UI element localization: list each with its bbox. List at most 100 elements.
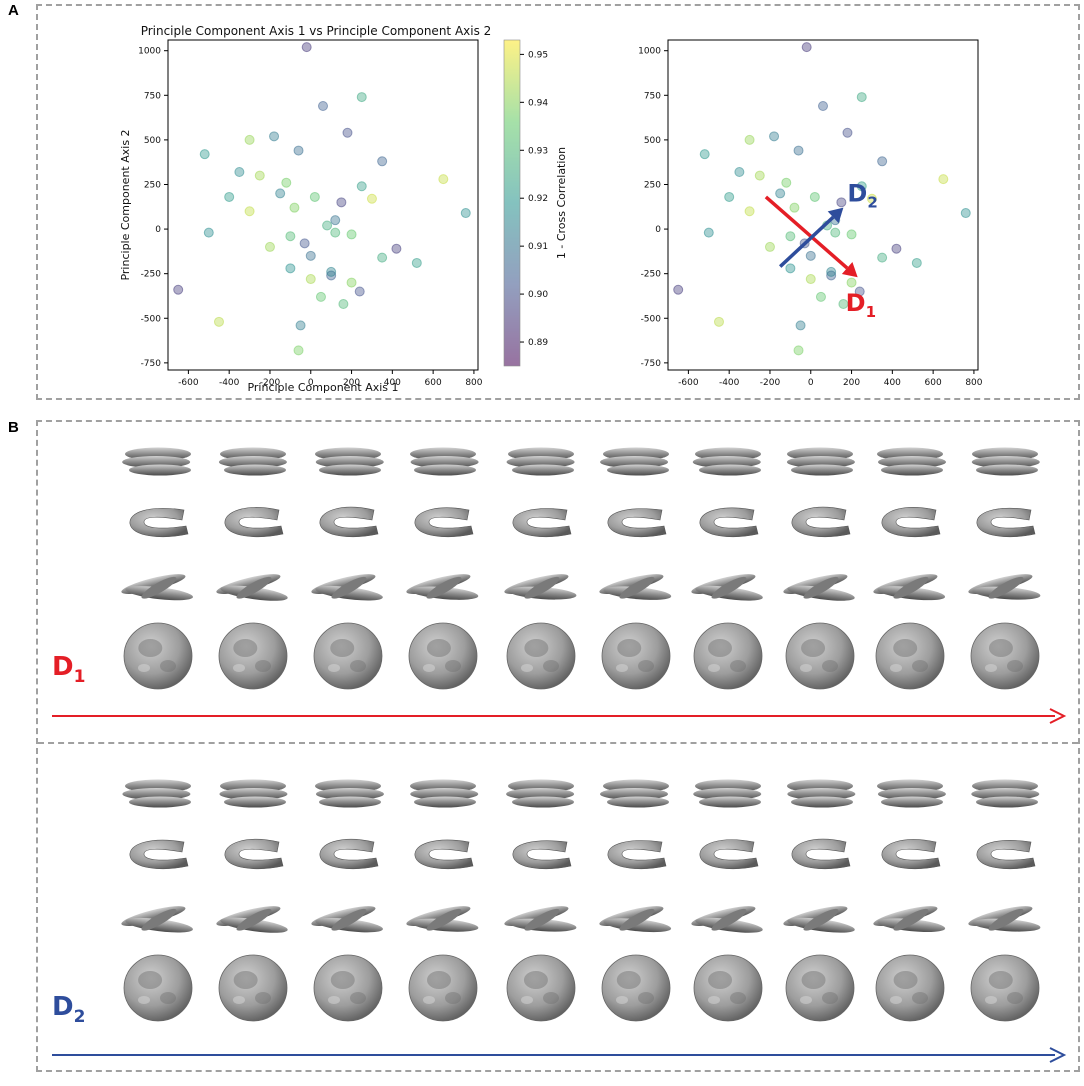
density-map-d2-front-view-5 <box>506 954 576 1022</box>
density-map-d2-tilted-view-2 <box>216 906 288 933</box>
density-map-d2-tilted-view-4 <box>406 906 479 932</box>
data-point <box>673 284 684 295</box>
chart-title: Principle Component Axis 1 vs Principle … <box>141 24 492 38</box>
data-point <box>203 227 214 238</box>
data-point <box>309 191 320 202</box>
y-tick-label: 1000 <box>638 47 661 57</box>
density-map-d2-side-view-5 <box>512 840 572 870</box>
colorbar <box>503 39 521 367</box>
panel-a-label: A <box>8 2 19 19</box>
density-map-d1-side-view-8 <box>791 506 851 538</box>
data-point <box>724 191 735 202</box>
data-point <box>173 284 184 295</box>
density-map-d1-front-view-3 <box>313 622 383 690</box>
data-point <box>854 286 865 297</box>
data-point <box>326 266 337 277</box>
y-tick-label: -250 <box>141 270 162 280</box>
data-point <box>244 206 255 217</box>
data-point <box>330 227 341 238</box>
density-map-d2-tilted-view-8 <box>783 906 855 933</box>
data-point <box>338 299 349 309</box>
data-point <box>391 243 402 254</box>
plot-frame <box>167 39 479 371</box>
density-map-d1-front-view-5 <box>506 622 576 690</box>
data-point <box>295 320 306 331</box>
density-map-d2-top-view-9 <box>877 779 946 808</box>
density-map-d1-side-view-4 <box>414 507 474 538</box>
density-map-d2-top-view-4 <box>410 779 479 808</box>
plot-frame <box>667 39 979 371</box>
group-label-d1: D1 <box>52 652 85 687</box>
data-point <box>322 220 333 231</box>
data-point <box>199 149 210 160</box>
density-map-d1-tilted-view-8 <box>783 574 855 601</box>
x-tick-label: -200 <box>260 378 281 388</box>
data-point <box>366 193 377 204</box>
colorbar-tick-label: 0.93 <box>528 146 548 156</box>
data-point <box>734 167 745 177</box>
data-point <box>754 170 765 181</box>
density-map-d2-front-view-4 <box>408 954 478 1022</box>
data-point <box>285 231 296 242</box>
data-point <box>801 42 812 53</box>
y-tick-label: 1000 <box>138 47 161 57</box>
data-point <box>713 316 724 327</box>
panel-a-frame <box>36 4 1080 400</box>
density-map-d2-top-view-2 <box>219 779 288 808</box>
x-tick-label: 0 <box>808 378 814 388</box>
density-map-d1-front-view-10 <box>970 622 1040 690</box>
data-point <box>703 227 714 238</box>
density-map-d1-front-view-7 <box>693 622 763 690</box>
density-map-d2-top-view-6 <box>600 779 669 808</box>
data-point <box>846 277 857 288</box>
colorbar-tick-label: 0.90 <box>528 290 548 300</box>
density-map-d2-top-view-1 <box>122 779 191 808</box>
data-point <box>805 274 816 285</box>
data-point <box>289 202 300 213</box>
data-point <box>846 229 857 240</box>
density-map-d2-side-view-7 <box>699 839 759 870</box>
x-tick-label: 400 <box>384 378 401 388</box>
density-map-d2-side-view-1 <box>129 839 189 870</box>
x-tick-label: 0 <box>308 378 314 388</box>
density-map-d2-side-view-10 <box>976 840 1036 870</box>
data-point <box>744 206 755 217</box>
density-map-d1-tilted-view-10 <box>968 574 1041 600</box>
data-point <box>856 92 867 103</box>
data-point <box>354 286 365 297</box>
data-point <box>213 316 224 327</box>
density-map-d2-tilted-view-5 <box>504 906 577 932</box>
density-map-d1-top-view-3 <box>315 447 384 476</box>
arrow-d1-shaft <box>764 195 849 270</box>
data-point <box>293 345 304 356</box>
data-point <box>356 181 367 192</box>
density-map-d1-side-view-5 <box>512 508 572 538</box>
data-point <box>699 149 710 160</box>
density-map-d2-side-view-6 <box>607 840 667 870</box>
panel-b-label: B <box>8 419 19 436</box>
density-map-d1-front-view-9 <box>875 622 945 690</box>
x-tick-label: -400 <box>219 378 240 388</box>
y-tick-label: -250 <box>641 270 662 280</box>
density-map-d1-top-view-7 <box>692 447 761 476</box>
density-map-d2-tilted-view-10 <box>968 906 1041 932</box>
arrow-d1-head <box>841 262 858 278</box>
x-tick-label: 200 <box>343 378 360 388</box>
y-tick-label: 0 <box>655 225 661 235</box>
density-map-d1-tilted-view-2 <box>216 574 288 601</box>
density-map-d2-side-view-4 <box>414 839 474 870</box>
data-point <box>244 134 255 145</box>
density-map-d2-front-view-10 <box>970 954 1040 1022</box>
y-axis-label: Principle Component Axis 2 <box>119 129 132 280</box>
data-point <box>326 270 337 281</box>
y-tick-label: 250 <box>644 180 661 190</box>
data-point <box>356 92 367 103</box>
panel-b-divider <box>38 742 1078 744</box>
colorbar-tick-label: 0.89 <box>528 338 548 348</box>
x-tick-label: 800 <box>965 378 982 388</box>
data-point <box>793 345 804 356</box>
data-point <box>815 291 826 302</box>
data-point <box>342 127 353 138</box>
data-point <box>764 241 775 252</box>
data-point <box>938 174 949 185</box>
